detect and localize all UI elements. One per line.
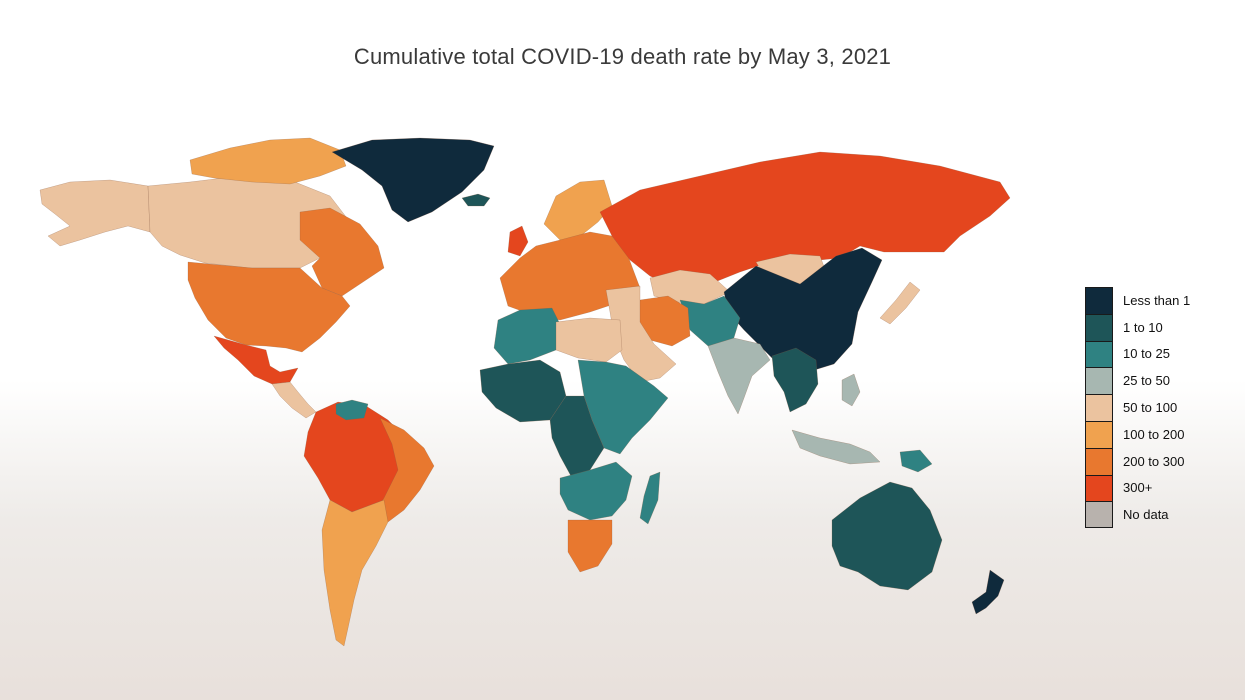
region-southern-africa: [559, 461, 633, 521]
region-libya-egypt: [555, 317, 623, 363]
region-central-africa: [549, 395, 605, 479]
region-east-africa: [577, 359, 669, 455]
region-argentina-chile: [321, 499, 389, 647]
legend-label: 10 to 25: [1123, 346, 1170, 362]
region-brazil-east: [371, 417, 435, 523]
legend-item: 1 to 10: [1085, 313, 1190, 341]
region-iceland: [461, 193, 491, 207]
legend-swatch: [1085, 287, 1113, 314]
legend-label: 25 to 50: [1123, 373, 1170, 389]
legend-swatch: [1085, 501, 1113, 529]
region-papua-new-guinea: [899, 449, 933, 473]
legend-item: 25 to 50: [1085, 367, 1190, 395]
region-arctic-islands: [189, 137, 347, 185]
legend-swatch: [1085, 367, 1113, 395]
map-title: Cumulative total COVID-19 death rate by …: [353, 44, 892, 69]
region-mexico: [213, 335, 299, 385]
legend-label: 200 to 300: [1123, 453, 1185, 469]
legend-label: 1 to 10: [1123, 319, 1163, 335]
legend-label: 100 to 200: [1123, 426, 1185, 442]
region-north-africa: [493, 307, 561, 365]
legend-label: No data: [1123, 507, 1169, 523]
region-central-america: [271, 381, 317, 419]
region-west-africa: [479, 359, 567, 423]
legend-swatch: [1085, 394, 1113, 421]
region-venezuela: [335, 399, 369, 421]
legend-label: Less than 1: [1123, 292, 1191, 308]
legend-swatch: [1085, 340, 1113, 368]
legend-item: Less than 1: [1085, 287, 1190, 314]
legend-swatch: [1085, 447, 1113, 475]
region-south-africa: [567, 519, 613, 573]
region-scandinavia: [543, 179, 613, 241]
region-united-states: [187, 261, 351, 353]
legend-label: 300+: [1123, 480, 1153, 496]
legend-item: 10 to 25: [1085, 340, 1190, 368]
region-madagascar: [639, 471, 661, 525]
legend-swatch: [1085, 313, 1113, 341]
region-new-zealand: [971, 569, 1005, 615]
region-australia: [831, 481, 943, 591]
region-china: [723, 247, 883, 373]
region-southeast-asia: [771, 347, 819, 413]
legend-item: 50 to 100: [1085, 394, 1190, 421]
legend-item: No data: [1085, 501, 1190, 529]
region-uk: [507, 225, 529, 257]
region-philippines: [841, 373, 861, 407]
region-greenland: [331, 137, 495, 223]
legend-swatch: [1085, 474, 1113, 502]
region-central-asia: [679, 295, 741, 347]
region-indonesia: [791, 429, 881, 465]
region-japan: [879, 281, 921, 325]
region-india: [707, 337, 771, 415]
region-alaska: [39, 179, 151, 247]
legend-item: 100 to 200: [1085, 420, 1190, 448]
legend: Less than 1 1 to 10 10 to 25 25 to 50 50 to …: [1085, 287, 1190, 529]
legend-swatch: [1085, 420, 1113, 448]
legend-item: 300+: [1085, 474, 1190, 502]
region-kazakhstan: [649, 269, 731, 305]
legend-label: 50 to 100: [1123, 400, 1178, 416]
legend-item: 200 to 300: [1085, 447, 1190, 475]
region-canada-east: [299, 207, 385, 297]
